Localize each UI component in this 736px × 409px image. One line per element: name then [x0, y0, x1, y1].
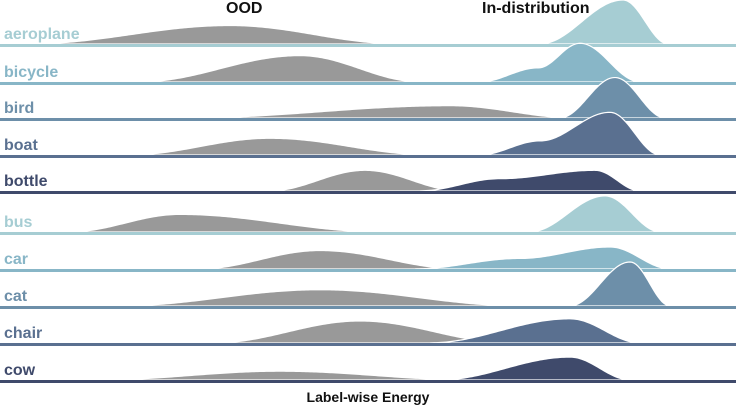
in-distribution-density-cat — [569, 261, 671, 307]
ood-density-bus — [69, 213, 381, 233]
x-axis-label: Label-wise Energy — [306, 389, 430, 405]
row-label-bottle: bottle — [4, 173, 48, 190]
row-label-cat: cat — [4, 288, 28, 305]
ood-density-car — [199, 249, 461, 270]
ood-density-boat — [129, 137, 431, 156]
ridge-cow — [0, 356, 736, 383]
in-distribution-density-cow — [439, 356, 631, 381]
ood-density-bottle — [269, 169, 461, 192]
ridge-boat — [0, 111, 736, 158]
in-distribution-density-bicycle — [479, 42, 641, 83]
row-label-car: car — [4, 251, 29, 268]
row-label-bicycle: bicycle — [4, 64, 59, 81]
ood-density-chair — [214, 320, 511, 344]
row-label-bus: bus — [4, 214, 33, 231]
ridge-aeroplane — [0, 0, 736, 47]
row-label-boat: boat — [4, 137, 38, 154]
row-label-cow: cow — [4, 362, 36, 379]
ood-density-cat — [119, 289, 521, 307]
in-distribution-density-bottle — [419, 169, 641, 192]
in-distribution-density-bus — [529, 195, 661, 233]
header-in-distribution: In-distribution — [482, 0, 590, 17]
in-distribution-density-aeroplane — [539, 0, 669, 45]
row-label-bird: bird — [4, 100, 35, 117]
in-distribution-density-bird — [559, 76, 666, 119]
in-distribution-density-boat — [479, 111, 661, 156]
in-distribution-density-car — [414, 246, 671, 270]
header-ood: OOD — [226, 0, 263, 17]
ridge-chair — [0, 318, 736, 346]
ridge-bottle — [0, 169, 736, 194]
ridge-bicycle — [0, 42, 736, 85]
row-label-aeroplane: aeroplane — [4, 26, 80, 43]
ridge-cat — [0, 261, 736, 309]
in-distribution-density-chair — [429, 318, 641, 344]
ood-density-bicycle — [139, 54, 421, 83]
ood-density-cow — [99, 370, 471, 381]
row-label-chair: chair — [4, 325, 43, 342]
ood-density-aeroplane — [29, 24, 401, 45]
ood-density-bird — [189, 105, 576, 119]
ridge-bus — [0, 195, 736, 235]
